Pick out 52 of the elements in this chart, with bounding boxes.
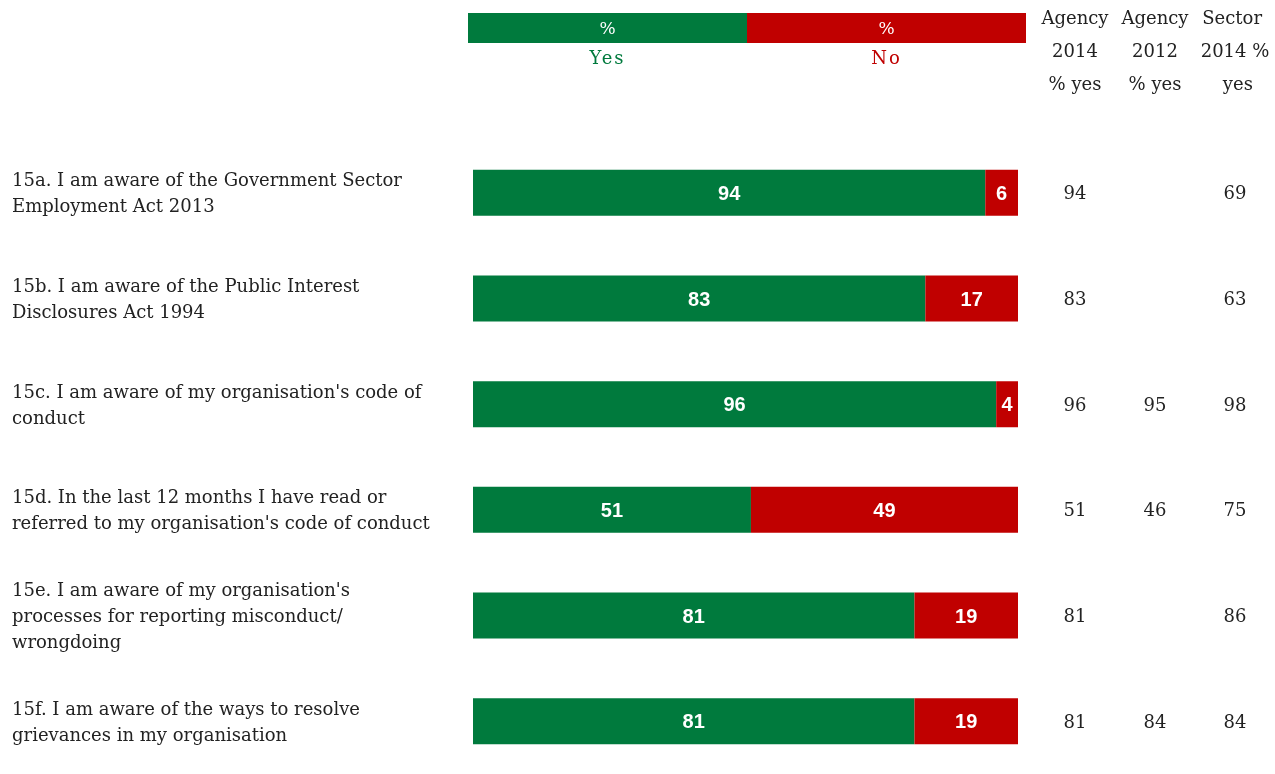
data-label: 81 [1063, 710, 1087, 732]
data-label: 86 [1223, 605, 1247, 626]
x-tick-label: Sector 2014 % yes [1200, 7, 1270, 94]
data-label: 81 [682, 710, 705, 733]
data-label: 51 [600, 498, 624, 521]
y-tick-label: 15d. In the last 12 months I have read or referred to my organisation's code of conduct [12, 486, 431, 534]
data-label: 95 [1143, 393, 1167, 415]
data-label: 83 [688, 287, 711, 310]
bar [985, 169, 1018, 216]
bar [473, 169, 986, 216]
data-label: 81 [682, 604, 705, 627]
bar [925, 275, 1018, 322]
data-label: 17 [960, 287, 983, 310]
data-label: 96 [1063, 393, 1087, 415]
bar [750, 486, 1018, 533]
legend-title: % [468, 13, 747, 43]
bar [914, 698, 1018, 745]
bar [473, 275, 926, 322]
data-label: 84 [1143, 710, 1167, 732]
x-tick-label: Agency 2014 % yes [1040, 7, 1110, 94]
data-label: 4 [1001, 393, 1014, 416]
data-label: 63 [1223, 288, 1247, 309]
data-label: 84 [1223, 710, 1247, 732]
y-tick-label: 15f. I am aware of the ways to resolve grievances in my organisation [12, 697, 366, 745]
bar [473, 486, 751, 533]
data-label: 6 [996, 181, 1008, 204]
data-label: 51 [1063, 499, 1087, 521]
data-label: 46 [1143, 499, 1167, 521]
data-label: 98 [1223, 393, 1247, 415]
data-label: 49 [873, 498, 896, 521]
data-label: 96 [723, 393, 746, 416]
data-label: 83 [1063, 288, 1087, 309]
bar [473, 381, 997, 428]
data-label: 19 [955, 710, 978, 733]
y-tick-label: 15c. I am aware of my organisation's code of conduct [12, 380, 428, 428]
data-label: 75 [1223, 499, 1247, 521]
data-label: 19 [955, 604, 978, 627]
text: No [870, 47, 903, 68]
text: Yes [588, 47, 627, 68]
y-tick-label: 15e. I am aware of my organisation's processes for reporting misconduct/wrongdoing [12, 579, 356, 652]
data-label: 94 [718, 181, 742, 204]
text: % [878, 18, 895, 38]
bar [914, 592, 1018, 639]
y-tick-label: 15b. I am aware of the Public Interest Disclosures Act 1994 [12, 275, 366, 322]
bar [473, 698, 915, 745]
data-label: 94 [1063, 182, 1087, 204]
y-tick-label: 15a. I am aware of the Government Sector Employment Act 2013 [12, 169, 408, 217]
data-label: 69 [1223, 182, 1247, 204]
data-label: 81 [1063, 605, 1087, 626]
bar [473, 592, 915, 639]
x-tick-label: Agency 2012 % yes [1120, 7, 1190, 94]
bar [996, 381, 1018, 428]
